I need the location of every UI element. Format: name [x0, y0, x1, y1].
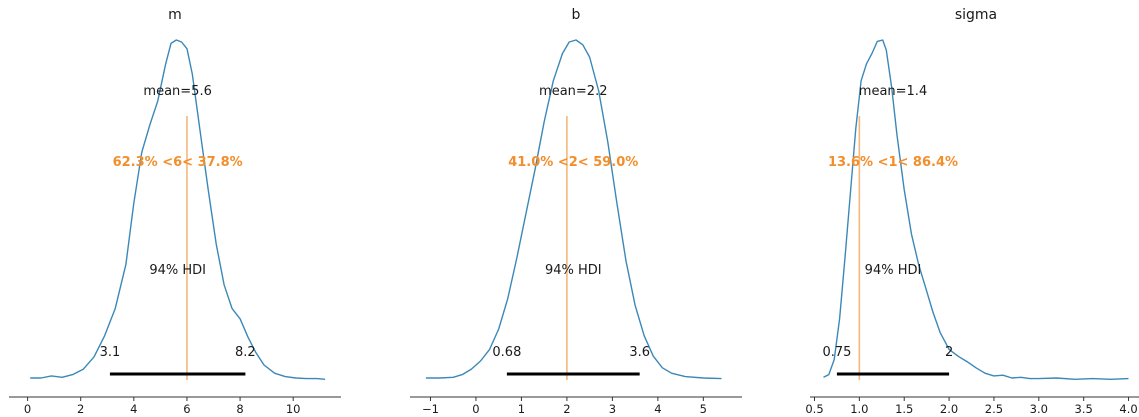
x-tick-label: 3.5 — [1075, 402, 1093, 416]
mean-label: mean=1.4 — [859, 84, 927, 99]
density-curve — [425, 39, 722, 380]
x-tick-label: 3.0 — [1030, 402, 1048, 416]
x-tick-label: 0 — [24, 402, 31, 416]
panel-b: b −1 0 1 2 3 4 5 0.68 3.6 mean=2.2 41.0% <2< 59.0% 9… — [410, 7, 742, 416]
x-tick-label: 2.5 — [985, 402, 1003, 416]
x-tick-label: 4 — [654, 402, 661, 416]
density-curve — [30, 39, 326, 380]
x-tick-label: 5 — [700, 402, 707, 416]
x-tick-label: 6 — [183, 402, 190, 416]
reference-label: 62.3% <6< 37.8% — [113, 155, 243, 170]
hdi-label: 94% HDI — [149, 263, 206, 278]
x-tick-label: 4 — [130, 402, 137, 416]
hdi-label: 94% HDI — [865, 263, 922, 278]
x-tick-label: 0 — [472, 402, 479, 416]
panel-sigma: sigma 0.5 1.0 1.5 2.0 2.5 3.0 3.5 4.0 0.75 2 mean=1… — [805, 7, 1139, 416]
chart-title: sigma — [955, 7, 997, 23]
x-tick-label: 3 — [609, 402, 616, 416]
mean-label: mean=2.2 — [539, 84, 607, 99]
hdi-low-label: 3.1 — [100, 345, 121, 360]
x-tick-label: 2 — [77, 402, 84, 416]
x-tick-label: 1.5 — [895, 402, 913, 416]
x-tick-label: 2.0 — [940, 402, 958, 416]
x-tick-label: 10 — [286, 402, 301, 416]
hdi-low-label: 0.68 — [492, 345, 521, 360]
x-tick-label: 2 — [563, 402, 570, 416]
x-tick-label: 0.5 — [805, 402, 823, 416]
reference-label: 41.0% <2< 59.0% — [508, 155, 638, 170]
panel-m: m 0 2 4 6 8 10 3.1 8.2 mean=5.6 62.3% <6< 37.8% 94%… — [9, 7, 341, 416]
hdi-high-label: 8.2 — [235, 345, 256, 360]
mean-label: mean=5.6 — [143, 84, 211, 99]
hdi-label: 94% HDI — [545, 263, 602, 278]
chart-title: m — [168, 7, 182, 23]
reference-label: 13.6% <1< 86.4% — [828, 155, 958, 170]
x-tick-label: 1 — [518, 402, 525, 416]
density-curve — [823, 39, 1129, 380]
hdi-high-label: 2 — [945, 345, 953, 360]
chart-title: b — [572, 7, 581, 23]
hdi-low-label: 0.75 — [822, 345, 851, 360]
hdi-high-label: 3.6 — [629, 345, 650, 360]
x-tick-label: −1 — [422, 402, 439, 416]
x-tick-label: 4.0 — [1119, 402, 1137, 416]
x-tick-label: 1.0 — [850, 402, 868, 416]
x-tick-label: 8 — [236, 402, 243, 416]
